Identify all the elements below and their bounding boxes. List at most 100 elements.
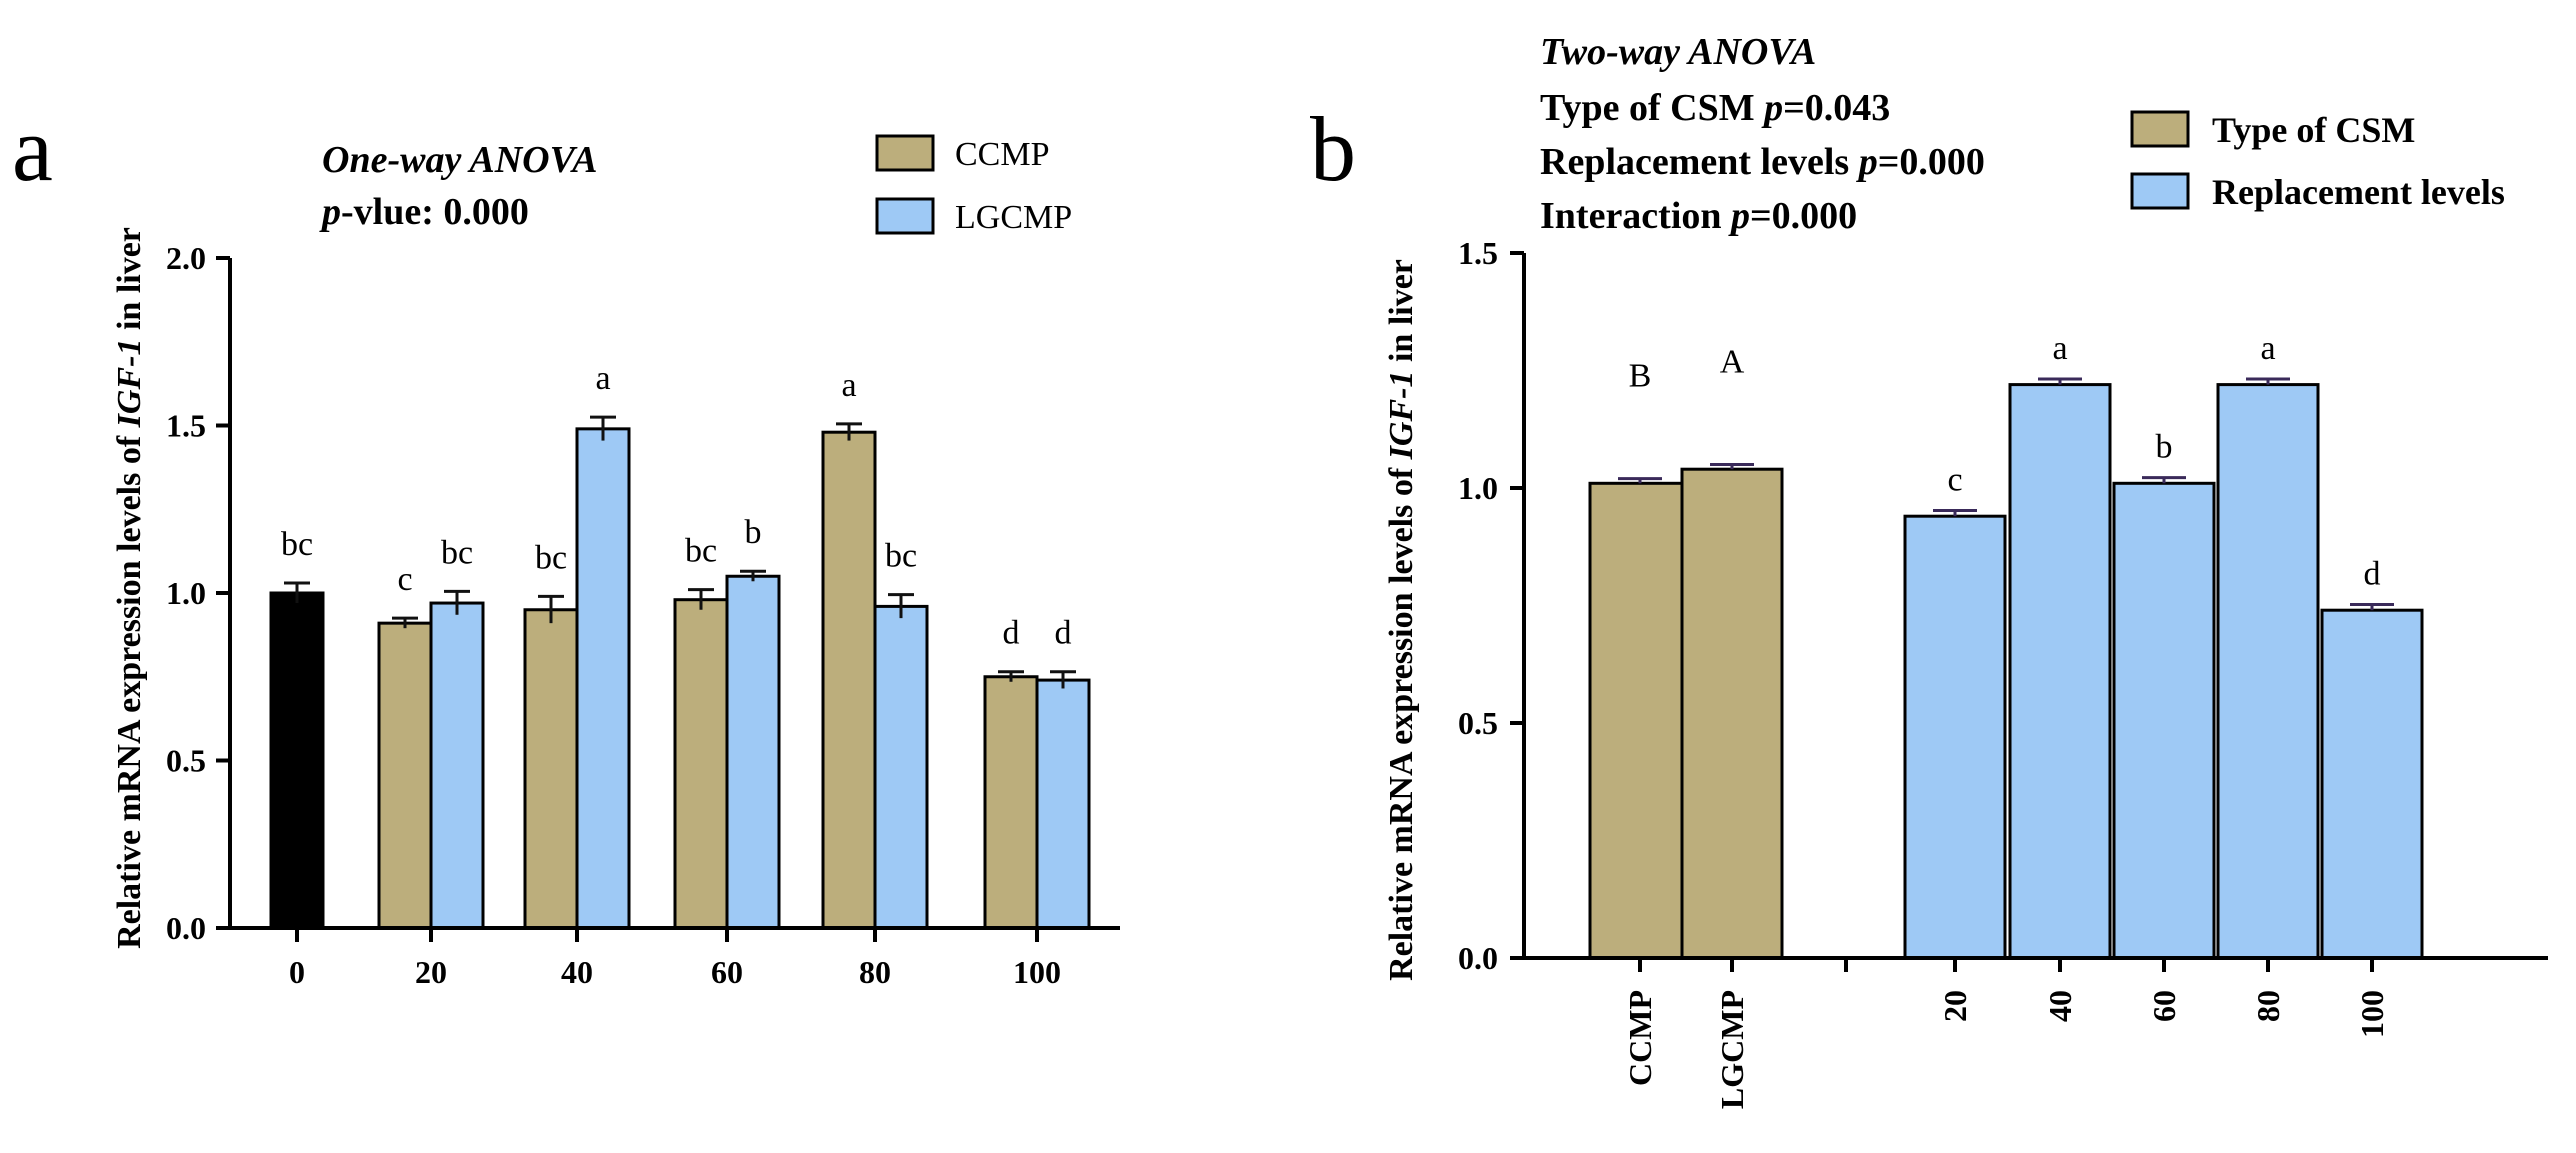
panel-b-y-ticks: 0.0 0.5 1.0 1.5	[1458, 235, 1524, 976]
panel-b-x-tick-label-ccmp: CCMP	[1622, 990, 1658, 1086]
bar-a-40-lgcmp-sig-label: a	[595, 360, 610, 397]
panel-a-letter: a	[12, 98, 53, 200]
panel-a-y-tick-label: 2.0	[166, 240, 206, 276]
panel-a-p-text: -vlue: 0.000	[341, 191, 529, 233]
panel-b-x-tick-label-20: 20	[1937, 990, 1973, 1022]
panel-b-bars: B Ac a b a d	[1588, 330, 2424, 960]
panel-b: b Two-way ANOVA Type of CSM p=0.043 Repl…	[1310, 31, 2548, 1109]
panel-b-repl-value: =0.000	[1878, 141, 1985, 183]
panel-b-anova-title: Two-way ANOVA	[1540, 31, 1816, 73]
legend-label-type-of-csm: Type of CSM	[2212, 110, 2415, 150]
panel-a-y-tick-label: 1.0	[166, 575, 206, 611]
panel-b-y-axis-label: Relative mRNA expression levels of IGF-1…	[1383, 259, 1420, 981]
panel-a-anova-title: One-way ANOVA	[322, 139, 598, 181]
panel-b-type-p: p	[1761, 87, 1783, 129]
legend-label-lgcmp: LGCMP	[955, 199, 1072, 236]
panel-a-ylabel-gene: IGF-1	[111, 339, 148, 429]
bar-a-100-lgcmp-sig-label: d	[1055, 615, 1072, 652]
bar-a-20-ccmp	[377, 621, 433, 930]
panel-a-x-ticks: 0 20 40 60 80 100	[289, 928, 1061, 990]
panel-a-ylabel-prefix: Relative mRNA expression levels of	[111, 427, 148, 949]
bar-a-80-lgcmp-sig-label: bc	[885, 538, 917, 575]
bar-a-60-lgcmp	[725, 574, 781, 930]
panel-b-repl-label: Replacement levels	[1540, 141, 1859, 183]
panel-b-repl-p: p	[1856, 141, 1878, 183]
panel-a-x-tick-label-20: 20	[415, 954, 447, 990]
bar-a-40-ccmp	[523, 608, 579, 930]
panel-a-anova-pvalue: p-vlue: 0.000	[319, 191, 529, 233]
bar-a-60-ccmp	[673, 598, 729, 930]
panel-b-ylabel-prefix: Relative mRNA expression levels of	[1383, 459, 1420, 981]
panel-b-anova-interaction: Interaction p=0.000	[1540, 195, 1857, 237]
legend-swatch-lgcmp	[875, 197, 935, 235]
panel-b-ylabel-gene: IGF-1	[1383, 371, 1420, 461]
bar-b-40-sig-label: a	[2052, 330, 2067, 367]
panel-b-anova-replacement: Replacement levels p=0.000	[1540, 141, 1985, 183]
panel-a-x-tick-label-40: 40	[561, 954, 593, 990]
bar-b-40	[2008, 383, 2112, 960]
panel-a-y-tick-label: 1.5	[166, 408, 206, 444]
bar-a-20-lgcmp	[429, 601, 485, 930]
panel-a-p-symbol: p	[319, 191, 341, 233]
panel-b-inter-value: =0.000	[1750, 195, 1857, 237]
bar-b-lgcmp	[1680, 467, 1784, 960]
panel-b-y-tick-label: 1.5	[1458, 235, 1498, 271]
panel-a-y-tick-label: 0.0	[166, 910, 206, 946]
bar-a-80-lgcmp	[873, 604, 929, 930]
panel-a-y-ticks: 0.0 0.5 1.0 1.5 2.0	[166, 240, 230, 946]
panel-a-x-tick-label-60: 60	[711, 954, 743, 990]
bar-a-40-lgcmp	[575, 427, 631, 930]
panel-b-x-ticks: CCMP LGCMP 20 40 60 80 100	[1622, 958, 2390, 1109]
panel-b-y-tick-label: 0.0	[1458, 940, 1498, 976]
bar-b-ccmp-sig-label: B	[1629, 358, 1652, 395]
bar-a-60-ccmp-sig-label: bc	[685, 533, 717, 570]
bar-b-60	[2112, 481, 2216, 960]
bar-a-60-lgcmp-sig-label: b	[745, 514, 762, 551]
bar-b-80-sig-label: a	[2260, 330, 2275, 367]
legend-swatch-ccmp	[875, 134, 935, 172]
bar-a-100-ccmp	[983, 675, 1039, 930]
bar-a-100-ccmp-sig-label: d	[1003, 615, 1020, 652]
panel-b-letter: b	[1310, 98, 1356, 200]
bar-b-80	[2216, 383, 2320, 960]
panel-a-y-tick-label: 0.5	[166, 743, 206, 779]
panel-b-type-value: =0.043	[1783, 87, 1890, 129]
bar-a-0-control	[269, 591, 325, 930]
legend-swatch-replacement-levels	[2130, 172, 2190, 210]
panel-b-inter-p: p	[1728, 195, 1750, 237]
bar-b-lgcmp-sig-label: A	[1720, 344, 1745, 381]
panel-b-anova-type: Type of CSM p=0.043	[1540, 87, 1890, 129]
bar-a-0-control-sig-label: bc	[281, 526, 313, 563]
panel-b-x-tick-label-100: 100	[2354, 990, 2390, 1038]
bar-b-20-sig-label: c	[1947, 462, 1962, 499]
panel-b-type-label: Type of CSM	[1540, 87, 1764, 129]
bar-a-20-lgcmp-sig-label: bc	[441, 534, 473, 571]
panel-a-ylabel-suffix: in liver	[111, 227, 148, 338]
panel-b-y-tick-label: 0.5	[1458, 705, 1498, 741]
panel-a: a One-way ANOVA p-vlue: 0.000 CCMP LGCMP…	[12, 98, 1120, 990]
legend-swatch-type-of-csm	[2130, 110, 2190, 148]
bar-b-60-sig-label: b	[2156, 429, 2173, 466]
bar-a-80-ccmp	[821, 430, 877, 930]
panel-a-x-tick-label-80: 80	[859, 954, 891, 990]
panel-a-y-axis-label: Relative mRNA expression levels of IGF-1…	[111, 227, 148, 949]
bar-b-100	[2320, 608, 2424, 960]
bar-a-20-ccmp-sig-label: c	[397, 561, 412, 598]
bar-a-80-ccmp-sig-label: a	[841, 367, 856, 404]
legend-label-replacement-levels: Replacement levels	[2212, 172, 2505, 212]
bar-a-40-ccmp-sig-label: bc	[535, 539, 567, 576]
panel-b-y-tick-label: 1.0	[1458, 470, 1498, 506]
bar-b-20	[1903, 514, 2007, 960]
panel-b-x-tick-label-60: 60	[2146, 990, 2182, 1022]
panel-b-x-tick-label-40: 40	[2042, 990, 2078, 1022]
bar-b-100-sig-label: d	[2364, 556, 2381, 593]
bar-b-ccmp	[1588, 481, 1692, 960]
panel-b-x-tick-label-80: 80	[2250, 990, 2286, 1022]
legend-label-ccmp: CCMP	[955, 136, 1050, 173]
panel-a-x-tick-label-0: 0	[289, 954, 305, 990]
panel-b-inter-label: Interaction	[1540, 195, 1731, 237]
panel-a-x-tick-label-100: 100	[1013, 954, 1061, 990]
bar-a-100-lgcmp	[1035, 678, 1091, 930]
